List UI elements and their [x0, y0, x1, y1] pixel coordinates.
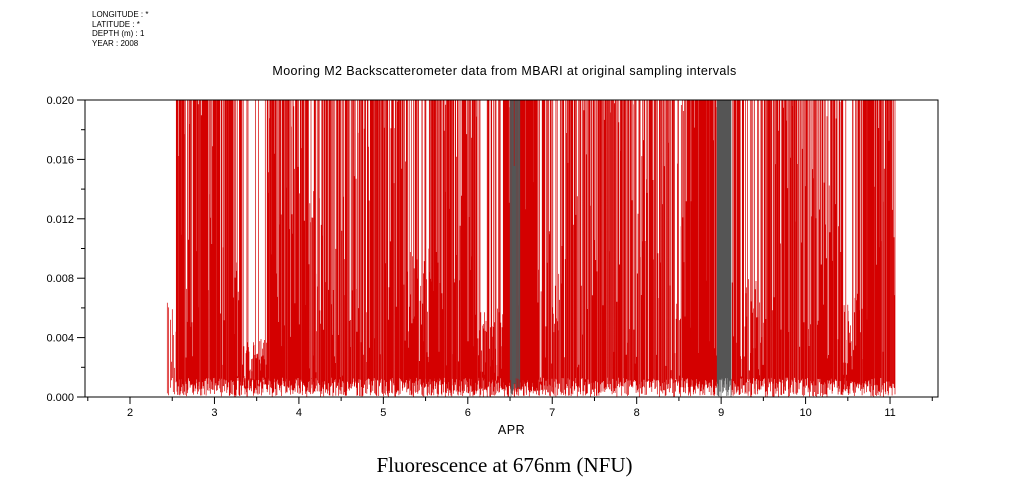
x-tick-label: 11: [884, 407, 895, 419]
x-tick-label: 7: [549, 407, 555, 419]
y-tick-label: 0.012: [46, 214, 74, 226]
chart-caption: Fluorescence at 676nm (NFU): [376, 453, 633, 477]
y-tick-label: 0.016: [46, 154, 74, 166]
x-axis-title: APR: [498, 423, 525, 437]
data-series-spikes: [166, 100, 896, 397]
x-tick-label: 6: [465, 407, 471, 419]
x-tick-label: 4: [296, 407, 302, 419]
y-tick-label: 0.020: [46, 95, 74, 107]
data-series-spikes: [509, 100, 732, 397]
x-tick-label: 3: [211, 407, 217, 419]
metadata-depth: DEPTH (m) : 1: [92, 29, 145, 38]
chart-title: Mooring M2 Backscatterometer data from M…: [272, 64, 737, 78]
header-metadata: LONGITUDE : * LATITUDE : * DEPTH (m) : 1…: [92, 10, 148, 48]
y-tick-label: 0.004: [46, 333, 74, 345]
x-tick-label: 2: [127, 407, 133, 419]
x-tick-label: 8: [634, 407, 640, 419]
metadata-longitude: LONGITUDE : *: [92, 10, 149, 19]
metadata-latitude: LATITUDE : *: [92, 19, 140, 29]
x-tick-label: 10: [799, 407, 811, 419]
x-tick-label: 9: [718, 407, 724, 419]
metadata-year: YEAR : 2008: [92, 38, 139, 48]
y-tick-label: 0.008: [46, 273, 74, 285]
y-tick-label: 0.000: [46, 392, 74, 404]
x-tick-label: 5: [380, 407, 386, 419]
